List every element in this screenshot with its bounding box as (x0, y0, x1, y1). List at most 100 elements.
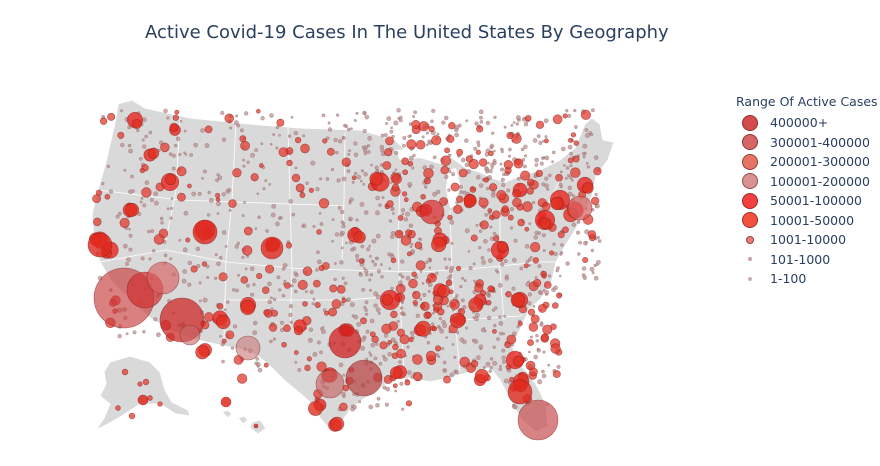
case-bubble (439, 328, 445, 334)
case-bubble (260, 142, 264, 146)
case-bubble (487, 161, 490, 165)
case-bubble (128, 227, 131, 231)
case-bubble (583, 240, 588, 246)
case-bubble (512, 121, 516, 124)
legend-item-1001-10000[interactable]: 1001-10000 (736, 230, 880, 250)
case-bubble (294, 360, 298, 364)
case-bubble (375, 342, 379, 346)
case-bubble (539, 321, 544, 325)
case-bubble (169, 257, 173, 261)
us-bubble-map[interactable] (0, 0, 730, 466)
legend-item-1-100[interactable]: 1-100 (736, 269, 880, 289)
case-bubble (527, 178, 535, 186)
case-bubble (153, 234, 165, 245)
legend-item-300001-400000[interactable]: 300001-400000 (736, 133, 880, 153)
case-bubble (220, 396, 232, 408)
case-bubble (449, 219, 455, 225)
case-bubble (219, 335, 222, 338)
case-bubble (363, 172, 368, 177)
case-bubble (478, 197, 489, 208)
case-bubble (244, 111, 249, 116)
case-bubble (449, 299, 460, 310)
legend-label: 200001-300000 (770, 154, 870, 170)
case-bubble (367, 150, 371, 154)
case-bubble (501, 205, 509, 213)
case-bubble (304, 364, 311, 372)
case-bubble (486, 290, 490, 294)
legend-dot-icon (748, 276, 752, 281)
case-bubble (501, 183, 506, 188)
case-bubble (489, 225, 493, 229)
case-bubble (555, 173, 563, 182)
case-bubble (350, 247, 355, 252)
case-bubble (312, 224, 316, 228)
case-bubble (289, 320, 294, 325)
case-bubble (262, 187, 266, 191)
case-bubble (559, 252, 563, 256)
legend-item-200001-300000[interactable]: 200001-300000 (736, 152, 880, 172)
case-bubble (401, 212, 405, 216)
case-bubble (359, 202, 365, 207)
case-bubble (401, 208, 406, 213)
case-bubble (408, 223, 414, 229)
case-bubble (425, 350, 437, 362)
case-bubble (400, 311, 404, 315)
case-bubble (559, 170, 563, 174)
case-bubble (425, 311, 432, 319)
legend-item-101-1000[interactable]: 101-1000 (736, 250, 880, 270)
legend-item-50001-100000[interactable]: 50001-100000 (736, 191, 880, 211)
case-bubble (373, 356, 378, 361)
case-bubble (459, 185, 463, 189)
case-bubble (556, 292, 563, 299)
case-bubble (534, 157, 539, 163)
case-bubble (419, 297, 423, 301)
case-bubble (512, 257, 517, 263)
case-bubble (392, 383, 398, 389)
case-bubble (459, 190, 464, 194)
case-bubble (461, 276, 465, 280)
case-bubble (371, 238, 377, 244)
case-bubble (520, 170, 531, 181)
case-bubble (288, 312, 293, 317)
case-bubble (470, 360, 479, 368)
case-bubble (573, 108, 577, 113)
case-bubble (178, 152, 182, 157)
case-bubble (215, 178, 220, 183)
case-bubble (399, 334, 410, 345)
case-bubble (412, 300, 418, 306)
legend-item-100001-200000[interactable]: 100001-200000 (736, 172, 880, 192)
case-bubble (278, 147, 289, 157)
case-bubble (513, 238, 518, 243)
legend-label: 1-100 (770, 271, 807, 287)
case-bubble (286, 159, 293, 167)
case-bubble (307, 337, 313, 343)
case-bubble (463, 279, 467, 283)
case-bubble (293, 130, 299, 136)
case-bubble (406, 345, 410, 349)
case-bubble (148, 130, 153, 135)
case-bubble (507, 379, 533, 405)
case-bubble (415, 313, 420, 318)
case-bubble (590, 108, 595, 113)
case-bubble (384, 148, 393, 157)
case-bubble (465, 326, 468, 330)
case-bubble (369, 353, 373, 357)
case-bubble (206, 213, 211, 217)
case-bubble (360, 317, 367, 325)
case-bubble (397, 214, 404, 221)
case-bubble (240, 276, 249, 284)
case-bubble (349, 302, 355, 308)
case-bubble (316, 340, 321, 345)
legend-item-400000-plus[interactable]: 400000+ (736, 113, 880, 133)
case-bubble (582, 182, 594, 194)
case-bubble (539, 217, 551, 229)
case-bubble (239, 135, 247, 143)
case-bubble (217, 175, 223, 181)
case-bubble (569, 151, 573, 156)
case-bubble (156, 332, 161, 338)
legend-item-10001-50000[interactable]: 10001-50000 (736, 211, 880, 231)
case-bubble (500, 167, 505, 172)
case-bubble (192, 219, 218, 245)
case-bubble (291, 212, 296, 217)
case-bubble (282, 263, 288, 268)
